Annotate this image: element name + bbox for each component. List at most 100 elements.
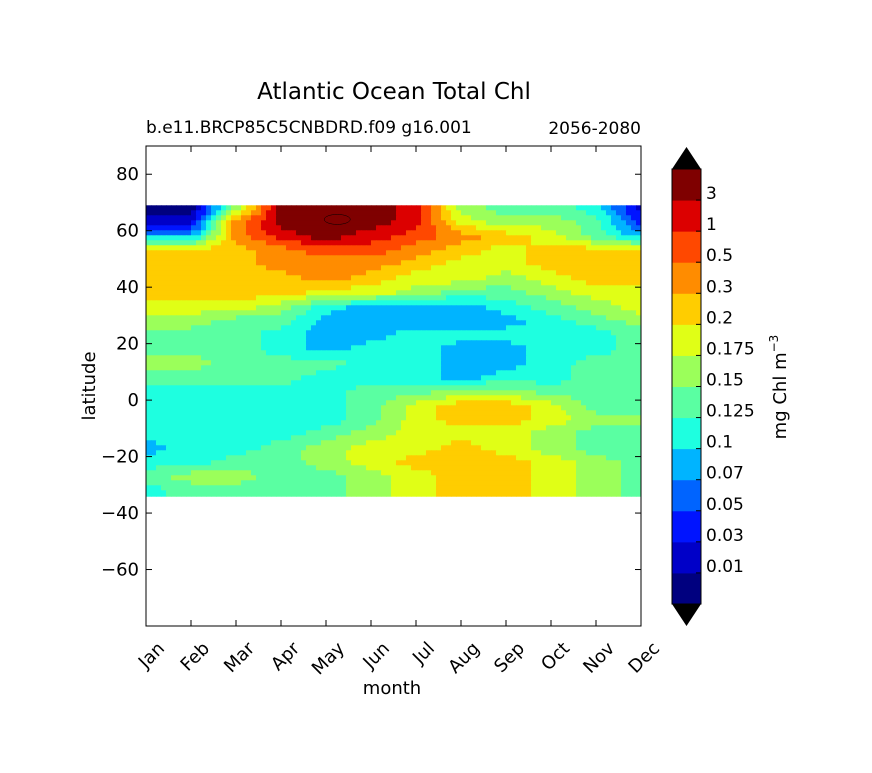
contour-cell [586, 360, 592, 366]
contour-cell [516, 320, 522, 326]
contour-cell [191, 325, 197, 331]
contour-cell [431, 225, 437, 231]
contour-cell [386, 240, 392, 246]
contour-cell [491, 435, 497, 441]
contour-cell [626, 400, 632, 406]
contour-cell [236, 255, 242, 261]
contour-cell [401, 230, 407, 236]
contour-cell [436, 415, 442, 421]
contour-cell [266, 330, 272, 336]
contour-cell [421, 355, 427, 361]
contour-cell [281, 220, 287, 226]
contour-cell [246, 205, 252, 211]
contour-cell [546, 440, 552, 446]
contour-cell [521, 410, 527, 416]
contour-cell [401, 270, 407, 276]
contour-cell [421, 395, 427, 401]
contour-cell [166, 235, 172, 241]
contour-cell [211, 310, 217, 316]
contour-cell [506, 405, 512, 411]
contour-cell [256, 230, 262, 236]
contour-cell [611, 430, 617, 436]
contour-cell [436, 430, 442, 436]
contour-cell [621, 260, 627, 266]
contour-cell [391, 300, 397, 306]
contour-cell [191, 315, 197, 321]
contour-cell [476, 290, 482, 296]
contour-cell [601, 425, 607, 431]
contour-cell [441, 300, 447, 306]
contour-cell [256, 215, 262, 221]
contour-cell [146, 210, 152, 216]
contour-cell [176, 275, 182, 281]
contour-cell [466, 240, 472, 246]
contour-cell [491, 295, 497, 301]
contour-cell [361, 410, 367, 416]
contour-cell [371, 375, 377, 381]
contour-cell [276, 315, 282, 321]
contour-cell [621, 410, 627, 416]
contour-cell [456, 415, 462, 421]
contour-cell [206, 330, 212, 336]
contour-cell [391, 310, 397, 316]
contour-cell [446, 445, 452, 451]
contour-cell [161, 420, 167, 426]
contour-cell [466, 335, 472, 341]
contour-cell [456, 290, 462, 296]
contour-cell [426, 290, 432, 296]
contour-cell [521, 355, 527, 361]
contour-cell [251, 265, 257, 271]
contour-cell [486, 395, 492, 401]
contour-cell [181, 435, 187, 441]
contour-cell [301, 210, 307, 216]
contour-cell [496, 375, 502, 381]
contour-cell [366, 320, 372, 326]
contour-cell [406, 225, 412, 231]
contour-cell [296, 205, 302, 211]
contour-cell [216, 455, 222, 461]
contour-cell [261, 225, 267, 231]
contour-cell [536, 235, 542, 241]
contour-cell [476, 395, 482, 401]
contour-cell [516, 350, 522, 356]
contour-cell [551, 350, 557, 356]
contour-cell [366, 415, 372, 421]
contour-cell [256, 245, 262, 251]
contour-cell [496, 410, 502, 416]
contour-cell [161, 390, 167, 396]
contour-cell [366, 370, 372, 376]
contour-cell [436, 355, 442, 361]
contour-cell [526, 450, 532, 456]
contour-cell [226, 285, 232, 291]
contour-cell [176, 290, 182, 296]
contour-cell [231, 225, 237, 231]
contour-cell [506, 290, 512, 296]
contour-cell [426, 310, 432, 316]
contour-cell [626, 430, 632, 436]
contour-cell [621, 385, 627, 391]
contour-cell [496, 355, 502, 361]
contour-cell [381, 390, 387, 396]
contour-cell [336, 205, 342, 211]
contour-cell [186, 280, 192, 286]
contour-cell [286, 250, 292, 256]
contour-cell [166, 335, 172, 341]
contour-cell [266, 225, 272, 231]
contour-cell [496, 205, 502, 211]
contour-cell [286, 390, 292, 396]
contour-cell [531, 285, 537, 291]
contour-cell [301, 385, 307, 391]
contour-cell [166, 305, 172, 311]
contour-cell [211, 205, 217, 211]
contour-cell [396, 205, 402, 211]
contour-cell [246, 425, 252, 431]
contour-cell [331, 325, 337, 331]
contour-cell [486, 265, 492, 271]
contour-cell [411, 220, 417, 226]
contour-cell [436, 250, 442, 256]
contour-cell [276, 245, 282, 251]
contour-cell [586, 225, 592, 231]
contour-cell [476, 440, 482, 446]
contour-cell [291, 220, 297, 226]
contour-cell [146, 245, 152, 251]
